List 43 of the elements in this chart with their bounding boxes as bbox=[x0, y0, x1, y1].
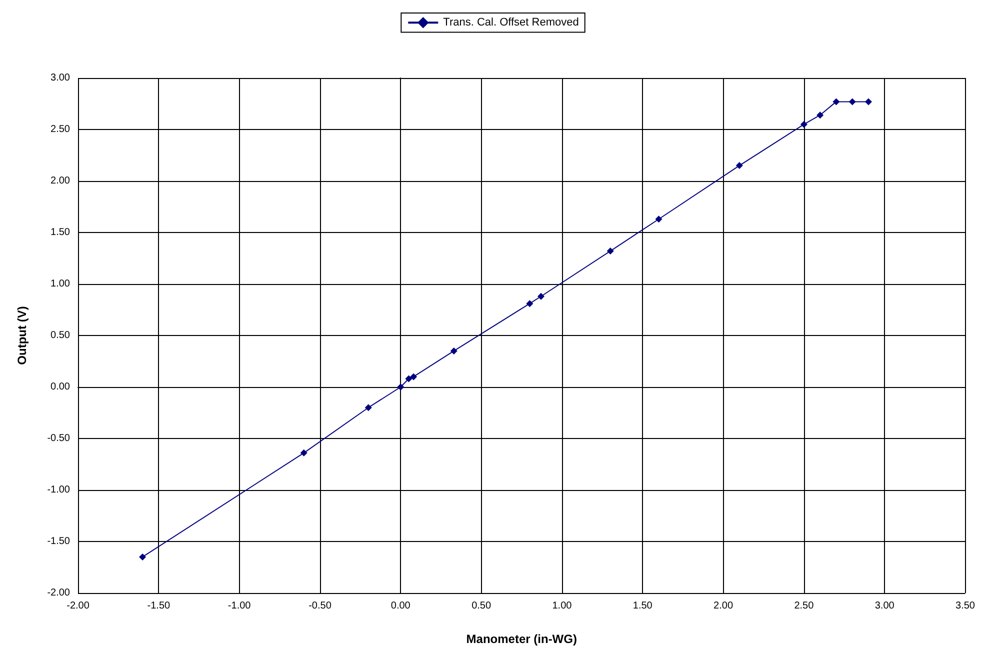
y-tick-label: 0.00 bbox=[50, 382, 70, 392]
point bbox=[655, 216, 662, 223]
x-tick-label: -1.50 bbox=[147, 600, 170, 612]
point bbox=[405, 375, 412, 382]
x-tick-label: 1.50 bbox=[632, 600, 653, 612]
x-tick-label: 2.00 bbox=[714, 600, 734, 612]
y-tick-label: -2.00 bbox=[47, 588, 70, 598]
point bbox=[300, 449, 308, 456]
y-tick-label: 1.50 bbox=[50, 227, 70, 238]
point bbox=[450, 347, 458, 354]
x-tick-label: -1.00 bbox=[228, 600, 252, 612]
x-tick-label: 1.00 bbox=[552, 600, 572, 612]
y-tick-label: -1.00 bbox=[47, 484, 70, 496]
x-axis-title: Manometer (in-WG) bbox=[466, 632, 577, 646]
x-tick-label: -2.00 bbox=[66, 600, 90, 612]
x-tick-label: 0.00 bbox=[390, 600, 411, 612]
point bbox=[397, 384, 404, 390]
x-tick-label: 0.50 bbox=[472, 600, 492, 612]
y-tick-label: -1.50 bbox=[47, 536, 70, 547]
point bbox=[848, 98, 856, 106]
point bbox=[606, 248, 614, 255]
point bbox=[526, 300, 534, 308]
y-axis-title: Output (V) bbox=[15, 306, 29, 365]
y-tick-label: -0.50 bbox=[47, 433, 70, 444]
x-tick-label: 2.50 bbox=[794, 600, 814, 612]
x-tick-label: -0.50 bbox=[308, 600, 332, 612]
x-tick-label: 3.50 bbox=[956, 600, 976, 612]
point bbox=[736, 162, 743, 170]
point bbox=[410, 373, 418, 380]
y-tick-label: 2.00 bbox=[50, 176, 70, 186]
point bbox=[537, 292, 544, 300]
point bbox=[816, 112, 824, 119]
y-tick-label: 1.00 bbox=[50, 278, 70, 290]
point bbox=[139, 553, 146, 560]
x-tick-label: 3.00 bbox=[874, 600, 895, 612]
point bbox=[364, 404, 372, 412]
y-tick-label: 2.50 bbox=[50, 124, 70, 135]
point bbox=[800, 120, 808, 128]
point bbox=[864, 98, 872, 106]
point bbox=[832, 98, 840, 106]
y-tick-label: 0.50 bbox=[50, 330, 70, 341]
y-tick-label: 3.00 bbox=[50, 72, 70, 84]
legend-label: Trans. Cal. Offset Removed bbox=[443, 16, 579, 29]
